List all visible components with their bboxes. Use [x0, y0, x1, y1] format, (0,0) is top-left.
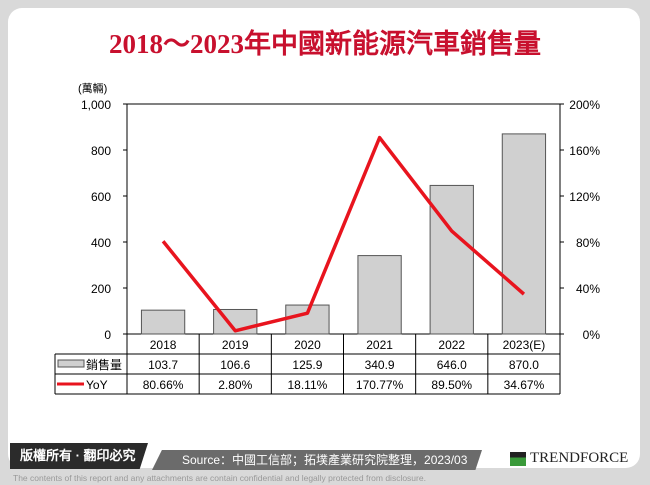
x-tick-label: 2022: [438, 338, 465, 352]
yoy-line: [161, 135, 526, 333]
yoy-value: 34.67%: [504, 378, 545, 392]
y-left-tick: 0: [104, 328, 111, 342]
yoy-value: 170.77%: [356, 378, 404, 392]
bar: [501, 133, 547, 335]
sales-value: 870.0: [509, 358, 539, 372]
disclaimer: The contents of this report and any atta…: [13, 473, 426, 483]
yoy-value: 80.66%: [143, 378, 184, 392]
sales-value: 106.6: [220, 358, 250, 372]
bar: [429, 184, 474, 335]
y-right-tick: 80%: [576, 236, 600, 250]
y-left-tick: 200: [91, 282, 111, 296]
logo-icon: [510, 451, 526, 466]
x-tick-label: 2023(E): [503, 338, 546, 352]
y-right-tick: 200%: [569, 98, 600, 112]
plot-area: [126, 103, 561, 335]
source: Source：中國工信部；拓墣產業研究院整理，2023/03: [152, 450, 482, 470]
legend-yoy: YoY: [86, 378, 108, 392]
x-tick-label: 2021: [366, 338, 393, 352]
yoy-value: 18.11%: [288, 378, 328, 392]
logo-text: TRENDFORCE: [530, 450, 629, 466]
x-tick-label: 2020: [294, 338, 321, 352]
x-tick-label: 2019: [222, 338, 249, 352]
legend-sales: 銷售量: [86, 357, 122, 372]
y-left-tick: 800: [91, 144, 111, 158]
bar: [357, 255, 402, 335]
y-left-tick: 600: [91, 190, 111, 204]
copyright: 版權所有 · 翻印必究: [10, 443, 148, 469]
legend-bar-swatch: [57, 359, 85, 368]
y-right-tick: 40%: [576, 282, 600, 296]
yoy-value: 2.80%: [218, 378, 252, 392]
sales-value: 340.9: [365, 358, 395, 372]
sales-value: 103.7: [148, 358, 178, 372]
y-left-tick: 1,000: [81, 98, 111, 112]
y-left-label: (萬輛): [78, 81, 107, 95]
sales-value: 125.9: [292, 358, 322, 372]
x-tick-label: 2018: [150, 338, 177, 352]
y-right-tick: 120%: [569, 190, 600, 204]
bar: [140, 309, 186, 335]
sales-value: 646.0: [437, 358, 467, 372]
trendforce-logo: TRENDFORCE: [510, 450, 628, 467]
chart-title: 2018～2023年中國新能源汽車銷售量: [109, 29, 541, 59]
y-right-tick: 0%: [583, 328, 601, 342]
y-left-tick: 400: [91, 236, 111, 250]
yoy-value: 89.50%: [431, 378, 472, 392]
y-right-tick: 160%: [569, 144, 600, 158]
